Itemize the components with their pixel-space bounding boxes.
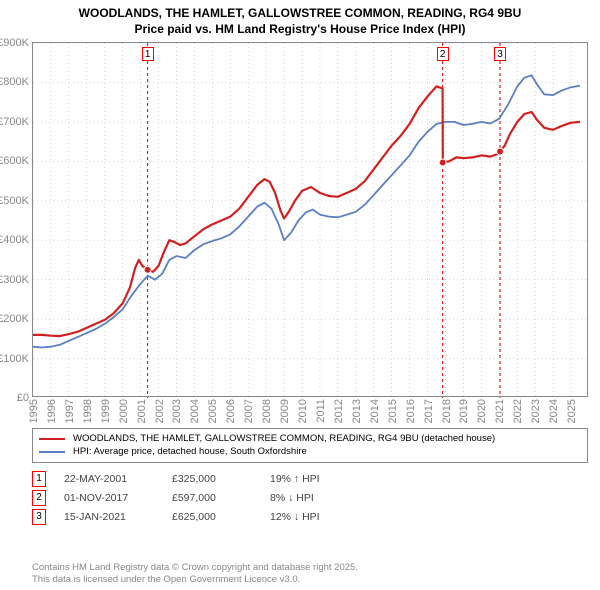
x-tick-label: 2011 [315,399,327,423]
title-line-1: WOODLANDS, THE HAMLET, GALLOWSTREE COMMO… [8,6,592,22]
x-tick-label: 1995 [28,399,40,423]
x-tick-label: 1999 [100,399,112,423]
chart-title: WOODLANDS, THE HAMLET, GALLOWSTREE COMMO… [0,0,600,39]
x-tick-label: 2014 [369,399,381,423]
transaction-marker: 1 [142,47,154,61]
x-tick-label: 2003 [171,399,183,423]
transaction-date: 01-NOV-2017 [64,492,154,504]
transaction-number: 2 [32,490,46,506]
title-line-2: Price paid vs. HM Land Registry's House … [8,22,592,38]
y-tick-label: £700K [0,116,29,128]
transaction-number: 3 [32,509,46,525]
x-tick-label: 1996 [46,399,58,423]
x-tick-label: 2004 [189,399,201,423]
x-tick-label: 2006 [225,399,237,423]
x-tick-label: 2010 [297,399,309,423]
transaction-delta: 19% ↑ HPI [270,473,360,485]
x-tick-label: 2018 [441,399,453,423]
transaction-table: 1 22-MAY-2001 £325,000 19% ↑ HPI 2 01-NOV-201… [32,468,588,528]
x-tick-label: 2021 [494,399,506,423]
transaction-number: 1 [32,471,46,487]
y-tick-label: £600K [0,155,29,167]
y-tick-label: £400K [0,234,29,246]
legend-swatch-property [39,438,65,440]
x-tick-label: 2024 [548,399,560,423]
transaction-marker: 3 [494,47,506,61]
x-tick-label: 2013 [351,399,363,423]
legend: WOODLANDS, THE HAMLET, GALLOWSTREE COMMO… [32,428,588,463]
x-tick-label: 2019 [458,399,470,423]
footer-line-1: Contains HM Land Registry data © Crown c… [32,562,588,574]
legend-swatch-hpi [39,451,65,453]
y-tick-label: £100K [0,353,29,365]
transaction-price: £597,000 [172,492,252,504]
x-tick-label: 2007 [243,399,255,423]
legend-row-property: WOODLANDS, THE HAMLET, GALLOWSTREE COMMO… [39,432,581,445]
x-tick-label: 2005 [207,399,219,423]
transaction-date: 22-MAY-2001 [64,473,154,485]
x-tick-label: 2017 [423,399,435,423]
legend-label-hpi: HPI: Average price, detached house, Sout… [73,445,307,458]
x-tick-label: 2000 [118,399,130,423]
transaction-price: £325,000 [172,473,252,485]
y-tick-label: £900K [0,37,29,49]
plot-svg [33,43,589,398]
transaction-price: £625,000 [172,511,252,523]
y-tick-label: £800K [0,76,29,88]
x-tick-label: 2008 [261,399,273,423]
y-tick-label: £300K [0,274,29,286]
x-tick-label: 2022 [512,399,524,423]
x-tick-label: 2016 [405,399,417,423]
y-tick-label: £200K [0,313,29,325]
x-tick-label: 2015 [387,399,399,423]
legend-row-hpi: HPI: Average price, detached house, Sout… [39,445,581,458]
transaction-marker: 2 [437,47,449,61]
attribution-footer: Contains HM Land Registry data © Crown c… [32,562,588,586]
x-tick-label: 2009 [279,399,291,423]
x-tick-label: 1998 [82,399,94,423]
x-tick-label: 1997 [64,399,76,423]
transaction-row: 1 22-MAY-2001 £325,000 19% ↑ HPI [32,471,588,487]
transaction-row: 2 01-NOV-2017 £597,000 8% ↓ HPI [32,490,588,506]
transaction-delta: 8% ↓ HPI [270,492,360,504]
x-tick-label: 2025 [566,399,578,423]
x-tick-label: 2012 [333,399,345,423]
x-tick-label: 2023 [530,399,542,423]
legend-label-property: WOODLANDS, THE HAMLET, GALLOWSTREE COMMO… [73,432,495,445]
x-tick-label: 2001 [136,399,148,423]
footer-line-2: This data is licensed under the Open Gov… [32,574,588,586]
transaction-row: 3 15-JAN-2021 £625,000 12% ↓ HPI [32,509,588,525]
x-tick-label: 2020 [476,399,488,423]
plot-area: £0£100K£200K£300K£400K£500K£600K£700K£80… [32,42,588,397]
transaction-delta: 12% ↓ HPI [270,511,360,523]
transaction-date: 15-JAN-2021 [64,511,154,523]
y-tick-label: £500K [0,195,29,207]
chart-container: { "title_line1": "WOODLANDS, THE HAMLET,… [0,0,600,590]
x-tick-label: 2002 [154,399,166,423]
